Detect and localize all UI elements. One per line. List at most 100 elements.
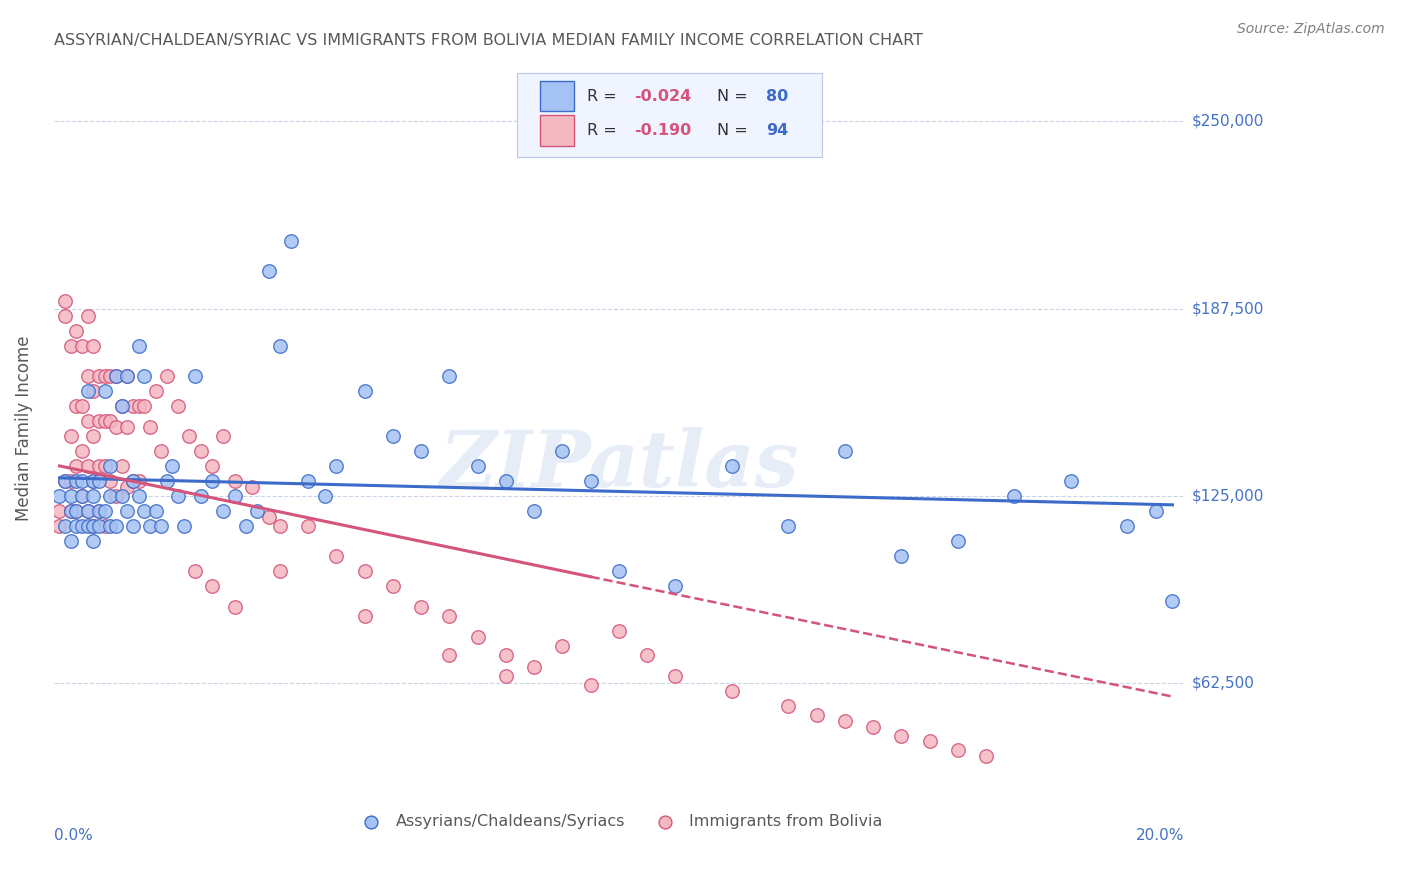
Point xyxy=(778,698,800,713)
Point xyxy=(439,369,461,384)
Point xyxy=(134,504,156,518)
Point xyxy=(117,369,139,384)
Point xyxy=(98,414,121,428)
Point xyxy=(551,444,574,458)
Point xyxy=(467,630,489,644)
Text: R =: R = xyxy=(588,123,621,138)
Text: N =: N = xyxy=(717,123,754,138)
Point xyxy=(82,474,104,488)
Text: ASSYRIAN/CHALDEAN/SYRIAC VS IMMIGRANTS FROM BOLIVIA MEDIAN FAMILY INCOME CORRELA: ASSYRIAN/CHALDEAN/SYRIAC VS IMMIGRANTS F… xyxy=(53,33,922,48)
Point xyxy=(65,324,87,338)
Point xyxy=(156,474,179,488)
Legend: Assyrians/Chaldeans/Syriacs, Immigrants from Bolivia: Assyrians/Chaldeans/Syriacs, Immigrants … xyxy=(349,807,889,835)
Point xyxy=(224,599,246,614)
Point xyxy=(59,474,82,488)
Y-axis label: Median Family Income: Median Family Income xyxy=(15,335,32,521)
Text: 80: 80 xyxy=(766,88,787,103)
Point xyxy=(381,579,404,593)
Point xyxy=(70,489,93,503)
Point xyxy=(150,444,173,458)
Point xyxy=(664,579,686,593)
Bar xyxy=(540,80,574,112)
Text: $187,500: $187,500 xyxy=(1192,301,1264,316)
Text: -0.024: -0.024 xyxy=(634,88,692,103)
Point xyxy=(70,474,93,488)
Point xyxy=(167,489,190,503)
Point xyxy=(890,729,912,743)
Point xyxy=(59,504,82,518)
Point xyxy=(59,504,82,518)
Point xyxy=(117,504,139,518)
Point xyxy=(48,489,70,503)
Point xyxy=(1060,474,1083,488)
Point xyxy=(495,648,517,662)
Point xyxy=(76,309,98,323)
Point xyxy=(93,504,115,518)
Text: R =: R = xyxy=(588,88,621,103)
Point xyxy=(122,474,145,488)
Point xyxy=(122,518,145,533)
Point xyxy=(82,518,104,533)
Text: -0.190: -0.190 xyxy=(634,123,692,138)
Point xyxy=(381,429,404,443)
Point xyxy=(76,504,98,518)
Point xyxy=(139,420,162,434)
Point xyxy=(65,518,87,533)
Text: $62,500: $62,500 xyxy=(1192,675,1256,690)
Point xyxy=(65,504,87,518)
Point xyxy=(93,414,115,428)
Point xyxy=(257,509,280,524)
Point xyxy=(834,444,856,458)
Point xyxy=(201,458,224,473)
Point xyxy=(82,429,104,443)
Point xyxy=(297,518,319,533)
Text: N =: N = xyxy=(717,88,754,103)
Point xyxy=(104,518,127,533)
Text: ZIPatlas: ZIPatlas xyxy=(439,427,799,503)
Text: Source: ZipAtlas.com: Source: ZipAtlas.com xyxy=(1237,22,1385,37)
Point xyxy=(495,668,517,682)
Point xyxy=(551,639,574,653)
Point xyxy=(98,474,121,488)
Point xyxy=(98,458,121,473)
Point xyxy=(65,474,87,488)
Text: 0.0%: 0.0% xyxy=(53,829,93,844)
Point xyxy=(150,518,173,533)
Point xyxy=(53,474,76,488)
Point xyxy=(269,339,291,353)
Point xyxy=(269,518,291,533)
Point xyxy=(636,648,658,662)
Point xyxy=(70,489,93,503)
Point xyxy=(87,504,110,518)
Point xyxy=(946,533,969,548)
Point xyxy=(82,518,104,533)
Point xyxy=(353,384,375,398)
Point xyxy=(190,444,212,458)
Point xyxy=(117,480,139,494)
Point xyxy=(280,234,302,248)
Point xyxy=(134,399,156,413)
Point xyxy=(269,564,291,578)
Point xyxy=(48,518,70,533)
Point xyxy=(70,444,93,458)
Point xyxy=(579,474,602,488)
Point xyxy=(579,677,602,691)
Point xyxy=(156,369,179,384)
Point xyxy=(1002,489,1025,503)
Point xyxy=(806,707,828,722)
Point xyxy=(128,489,150,503)
Point xyxy=(173,518,195,533)
Point xyxy=(134,369,156,384)
Point xyxy=(53,309,76,323)
Point xyxy=(212,504,235,518)
Point xyxy=(104,420,127,434)
Point xyxy=(117,420,139,434)
Point xyxy=(246,504,269,518)
Point xyxy=(111,399,134,413)
Point xyxy=(76,458,98,473)
Point xyxy=(778,518,800,533)
Point xyxy=(122,474,145,488)
Point xyxy=(607,624,630,638)
Point xyxy=(409,444,432,458)
Point xyxy=(70,518,93,533)
